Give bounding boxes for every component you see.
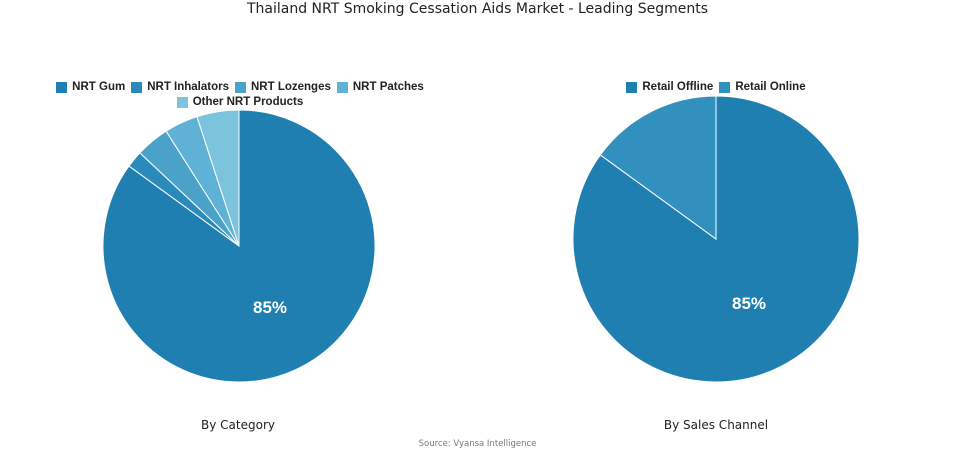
- category-gum-label: 85%: [253, 298, 287, 317]
- legend-swatch: [131, 81, 143, 93]
- legend-swatch: [235, 81, 246, 93]
- channel-pie-slices: [572, 95, 860, 383]
- chart-title: Thailand NRT Smoking Cessation Aids Mark…: [246, 1, 709, 17]
- legend-item-retail-offline[interactable]: Retail Offline: [626, 80, 713, 94]
- legend-swatch: [336, 81, 348, 93]
- legend-item-retail-online[interactable]: Retail Online: [719, 80, 806, 94]
- legend-swatch: [719, 81, 731, 93]
- legend-item-nrt-lozenges[interactable]: NRT Lozenges: [235, 80, 331, 94]
- legend-swatch: [56, 81, 68, 93]
- channel-subtitle: By Sales Channel: [663, 418, 769, 432]
- pie-slice[interactable]: [599, 95, 717, 240]
- category-pie-slices: [102, 109, 376, 383]
- source-note: Source: Vyansa Intelligence: [418, 439, 537, 449]
- legend-item-nrt-inhalators[interactable]: NRT Inhalators: [131, 80, 229, 94]
- pie-slice[interactable]: [572, 95, 860, 383]
- legend-item-other-nrt[interactable]: Other NRT Products: [176, 95, 303, 109]
- channel-offline-label: 85%: [732, 294, 766, 313]
- category-subtitle: By Category: [201, 418, 275, 432]
- legend-swatch: [626, 81, 638, 93]
- channel-legend: Retail Offline Retail Online: [566, 80, 866, 95]
- legend-swatch: [176, 96, 188, 108]
- legend-item-nrt-patches[interactable]: NRT Patches: [336, 80, 424, 94]
- legend-item-nrt-gum[interactable]: NRT Gum: [56, 80, 125, 94]
- category-legend: NRT Gum NRT Inhalators NRT Lozenges NRT …: [40, 80, 440, 110]
- pie-slice[interactable]: [196, 109, 240, 247]
